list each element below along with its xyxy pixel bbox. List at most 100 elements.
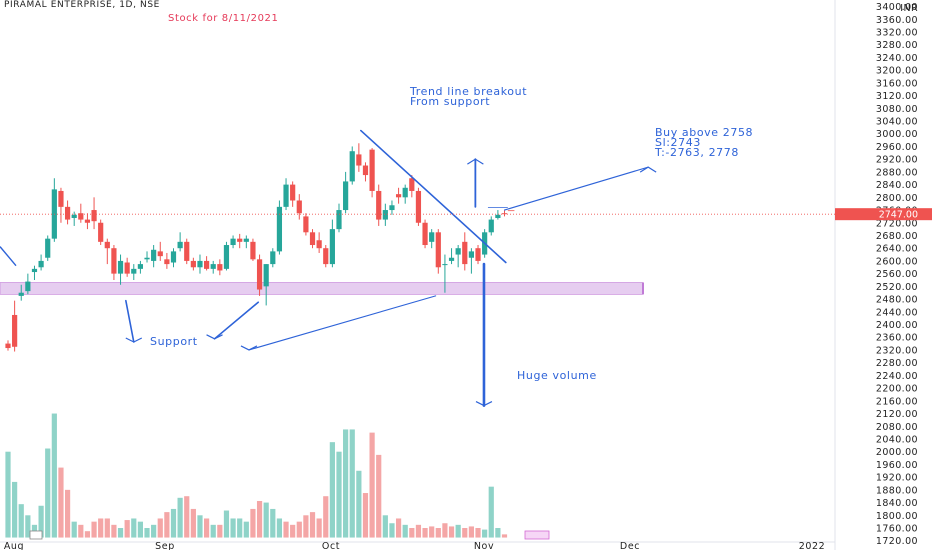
candle-body bbox=[409, 178, 415, 191]
candle-body bbox=[376, 190, 382, 220]
candle-body bbox=[45, 238, 51, 258]
volume-bar bbox=[45, 448, 51, 538]
volume-bar bbox=[448, 526, 455, 538]
volume-bar bbox=[482, 529, 488, 538]
volume-bar bbox=[415, 524, 422, 538]
volume-bar bbox=[91, 521, 97, 538]
candle-body bbox=[336, 210, 342, 230]
left-trendline bbox=[0, 246, 17, 267]
price-tick-label: 3360.00 bbox=[876, 15, 918, 26]
event-marker-aug bbox=[29, 530, 43, 540]
volume-bar bbox=[455, 524, 461, 538]
candle-body bbox=[91, 210, 97, 222]
price-tick-label: 2440.00 bbox=[876, 307, 918, 318]
volume-bar bbox=[389, 523, 395, 538]
candle-body bbox=[422, 222, 428, 246]
candle-body bbox=[475, 248, 481, 261]
price-tick-label: 3280.00 bbox=[876, 40, 918, 51]
event-marker-nov bbox=[524, 530, 550, 540]
volume-bar bbox=[243, 521, 249, 538]
candle-body bbox=[18, 292, 24, 296]
candle-body bbox=[190, 260, 196, 268]
price-tick-label: 1720.00 bbox=[876, 536, 918, 547]
price-tick-label: 1920.00 bbox=[876, 473, 918, 484]
volume-bar bbox=[157, 518, 163, 538]
volume-bar bbox=[283, 521, 289, 538]
candle-body bbox=[131, 268, 137, 274]
candle-body bbox=[184, 241, 190, 261]
candle-body bbox=[58, 190, 64, 207]
time-tick-label: Sep bbox=[155, 541, 175, 550]
candle-body bbox=[462, 241, 468, 265]
candle-body bbox=[415, 190, 422, 223]
support-label: Support bbox=[150, 335, 198, 348]
support-zone bbox=[0, 282, 644, 295]
volume-bar bbox=[124, 520, 130, 538]
candle-body bbox=[38, 260, 44, 268]
support-arrow-right-head bbox=[206, 334, 223, 340]
volume-bar bbox=[309, 512, 316, 538]
volume-bar bbox=[230, 518, 236, 538]
volume-bar bbox=[18, 504, 24, 538]
price-tick-label: 2680.00 bbox=[876, 231, 918, 242]
candle-body bbox=[402, 187, 408, 198]
candle-body bbox=[151, 249, 157, 261]
volume-bar bbox=[223, 510, 230, 538]
candle-body bbox=[389, 205, 395, 211]
volume-bar bbox=[376, 454, 382, 538]
volume-bar bbox=[442, 523, 448, 538]
time-tick-label: Nov bbox=[474, 541, 494, 550]
price-tick-label: 2720.00 bbox=[876, 218, 918, 229]
volume-bar bbox=[184, 496, 190, 538]
volume-bar bbox=[382, 515, 388, 538]
candle-body bbox=[329, 229, 335, 265]
volume-bar bbox=[356, 470, 362, 538]
candle-body bbox=[290, 184, 296, 201]
candle-body bbox=[356, 154, 362, 166]
candle-body bbox=[382, 210, 388, 220]
candle-body bbox=[309, 232, 316, 246]
volume-bars bbox=[5, 413, 508, 538]
volume-bar bbox=[104, 518, 110, 538]
volume-bar bbox=[164, 512, 170, 538]
chart-subtitle: Stock for 8/11/2021 bbox=[168, 13, 279, 24]
candle-body bbox=[197, 260, 203, 268]
price-tick-label: 3400.00 bbox=[876, 2, 918, 13]
candle-body bbox=[468, 251, 474, 258]
price-tick-label: 2000.00 bbox=[876, 447, 918, 458]
volume-bar bbox=[170, 508, 177, 538]
volume-bar bbox=[462, 528, 468, 538]
volume-bar bbox=[316, 518, 322, 538]
candle-body bbox=[303, 216, 309, 233]
candle-body bbox=[283, 184, 289, 207]
candle-body bbox=[369, 149, 375, 191]
price-tick-label: 2040.00 bbox=[876, 434, 918, 445]
volume-bar bbox=[369, 432, 375, 538]
volume-bar bbox=[58, 467, 64, 538]
candle-body bbox=[217, 264, 223, 271]
volume-bar bbox=[329, 442, 335, 538]
volume-bar bbox=[495, 528, 501, 538]
candle-body bbox=[230, 238, 236, 246]
volume-bar bbox=[290, 524, 296, 538]
volume-bar bbox=[137, 521, 143, 538]
candle-body bbox=[111, 248, 117, 274]
candle-body bbox=[263, 264, 269, 287]
candle-body bbox=[25, 281, 31, 292]
volume-bar bbox=[217, 524, 223, 538]
volume-bar bbox=[64, 489, 71, 538]
candle-body bbox=[501, 213, 508, 215]
volume-bar bbox=[270, 508, 276, 538]
price-tick-label: 2840.00 bbox=[876, 180, 918, 191]
volume-bar bbox=[435, 528, 441, 538]
time-axis[interactable]: Aug Sep Oct Nov Dec 2022 bbox=[0, 530, 835, 550]
volume-bar bbox=[25, 515, 31, 538]
volume-bar bbox=[323, 496, 329, 538]
candle-body bbox=[349, 151, 355, 182]
volume-bar bbox=[204, 518, 210, 538]
price-tick-label: 2880.00 bbox=[876, 167, 918, 178]
price-tick-label: 3240.00 bbox=[876, 53, 918, 64]
price-tick-label: 1760.00 bbox=[876, 524, 918, 535]
